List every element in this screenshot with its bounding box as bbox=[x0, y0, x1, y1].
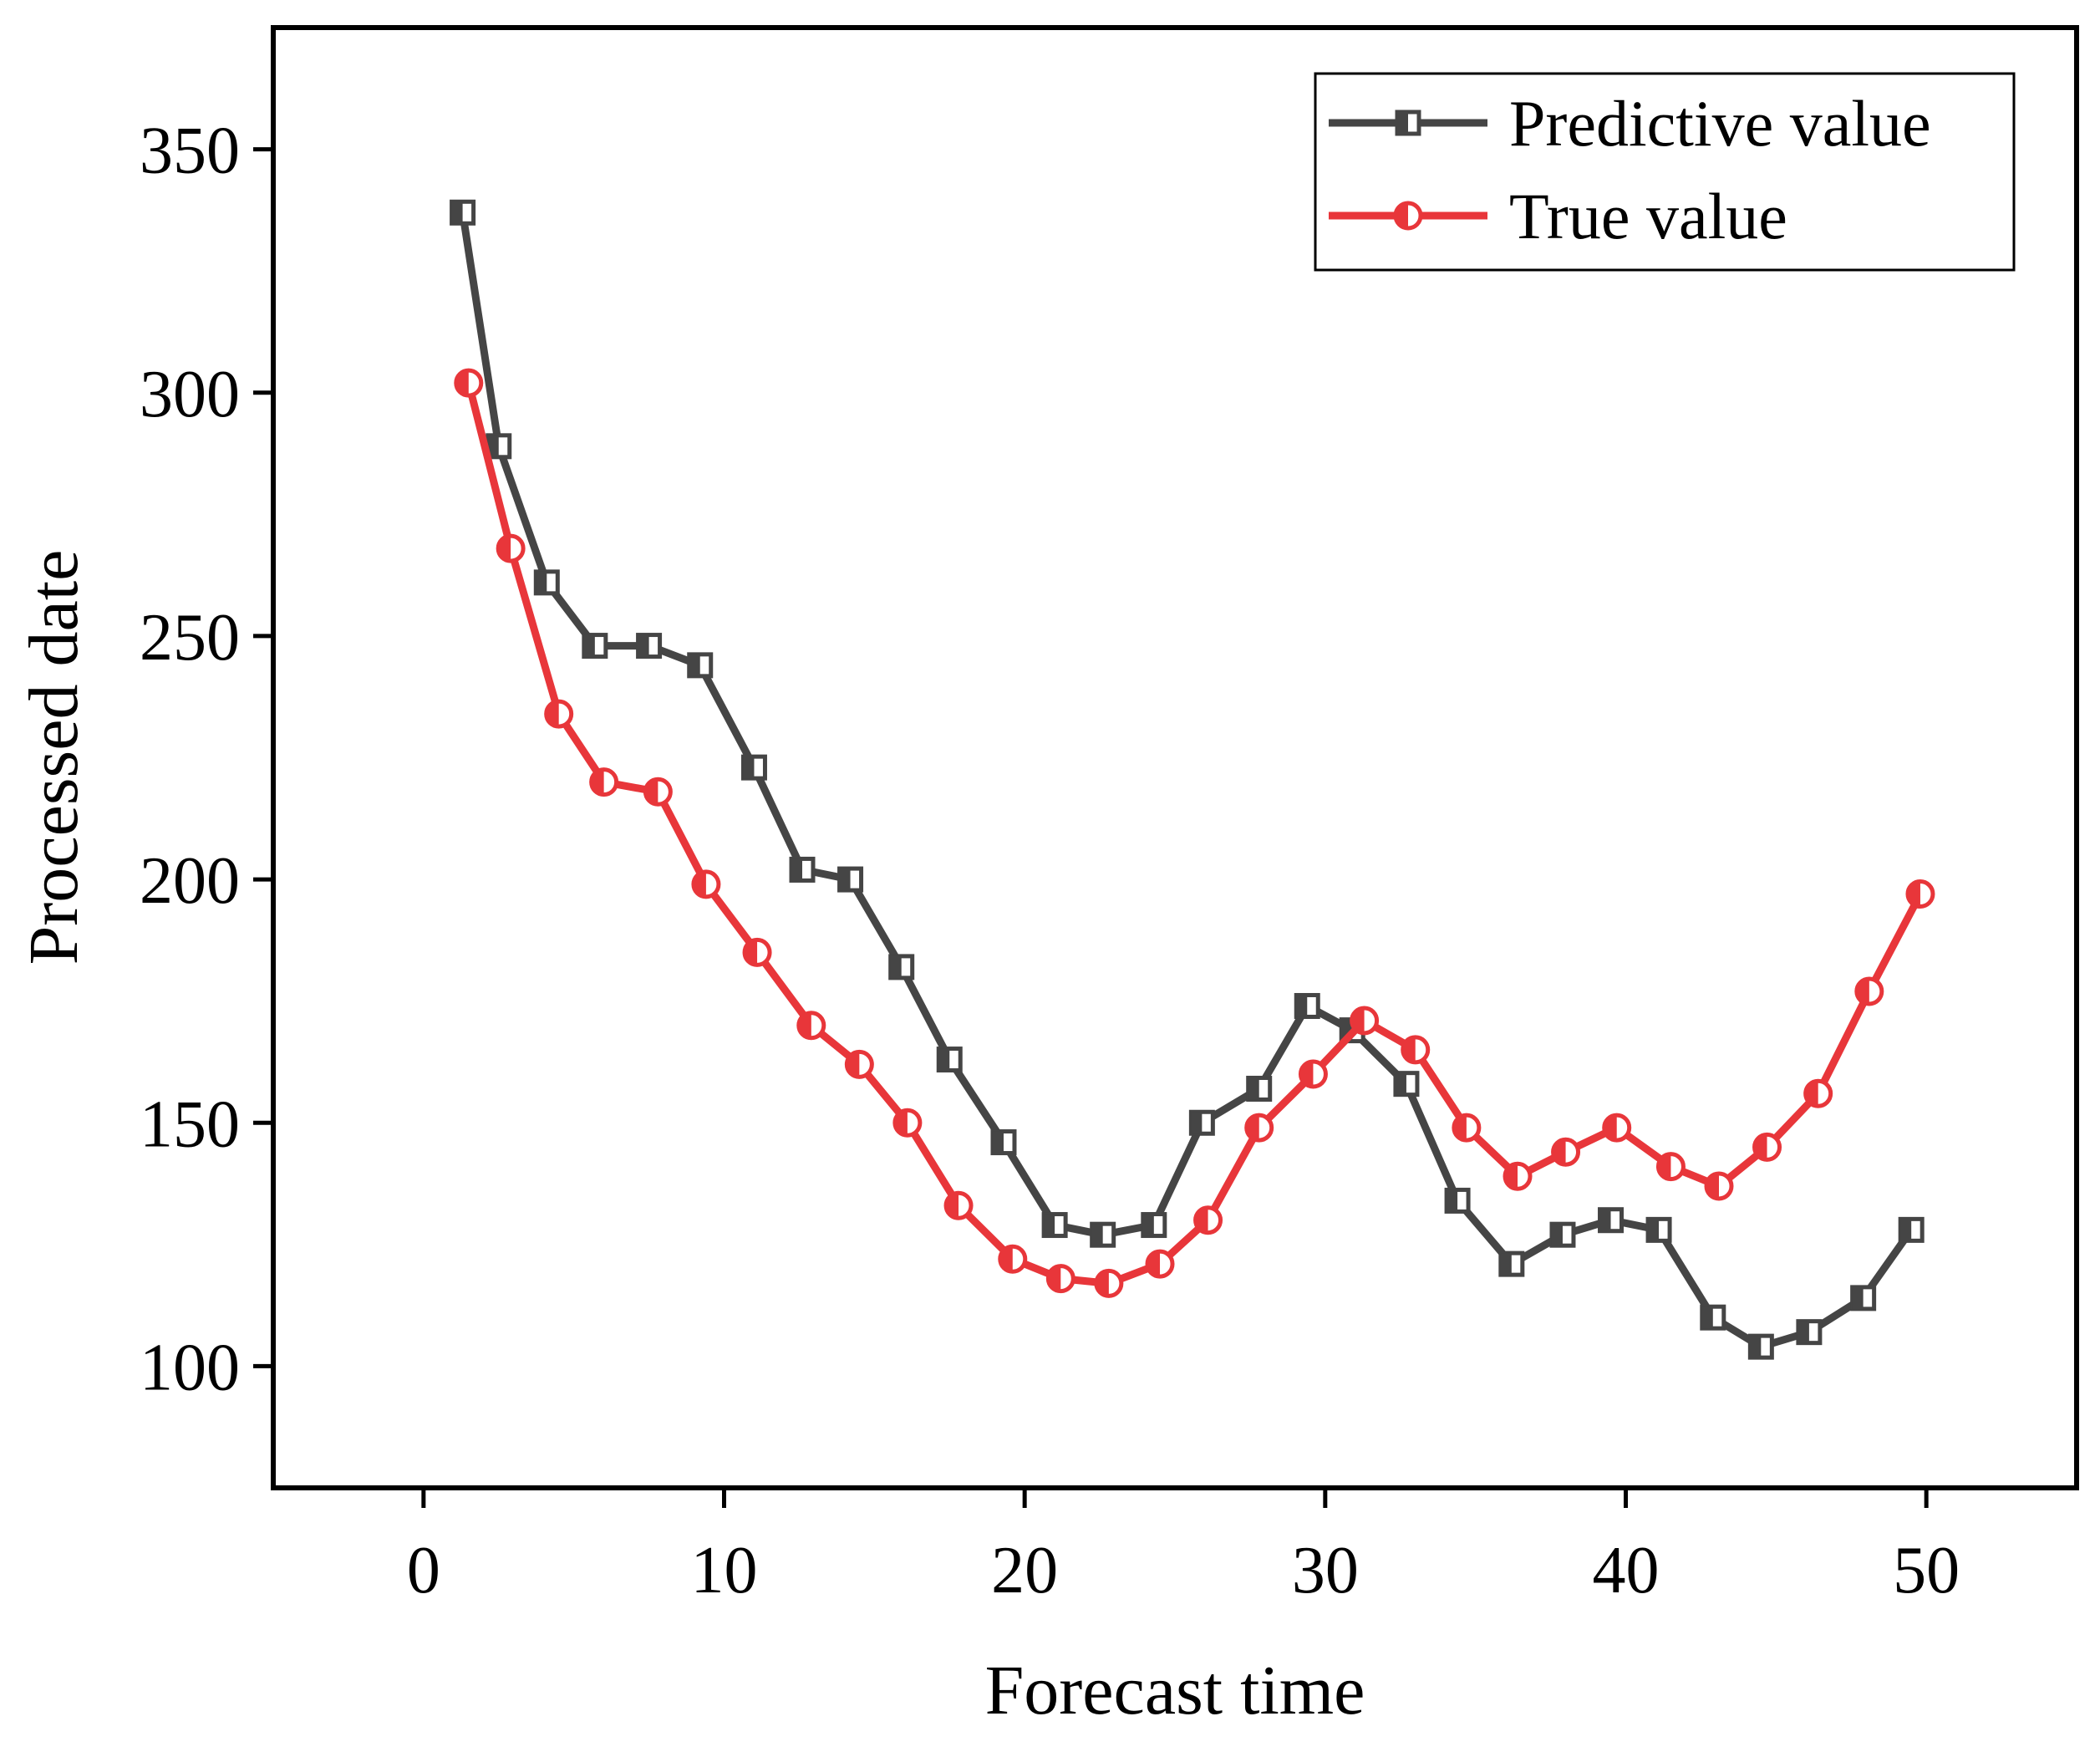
data-point bbox=[1393, 1071, 1420, 1098]
legend-item: True value bbox=[1329, 180, 1787, 252]
data-point bbox=[1041, 1212, 1068, 1239]
data-point bbox=[1294, 992, 1320, 1019]
data-point bbox=[1602, 1113, 1632, 1143]
data-point bbox=[1246, 1075, 1273, 1102]
data-point bbox=[1193, 1205, 1223, 1235]
data-point bbox=[1188, 1109, 1215, 1136]
data-point bbox=[892, 1108, 923, 1138]
data-point bbox=[742, 937, 772, 967]
data-point bbox=[1898, 1216, 1925, 1243]
data-point bbox=[450, 199, 476, 226]
y-tick-label: 100 bbox=[140, 1331, 240, 1404]
y-tick-label: 250 bbox=[140, 601, 240, 675]
data-point bbox=[486, 433, 512, 460]
x-axis-ticks: 0 10 20 30 40 50 bbox=[407, 1488, 1960, 1607]
data-point bbox=[454, 368, 484, 398]
data-point bbox=[1854, 976, 1884, 1006]
y-axis-label: Processed date bbox=[15, 550, 93, 965]
data-point bbox=[687, 652, 714, 679]
data-point bbox=[1244, 1113, 1274, 1143]
data-point bbox=[1752, 1132, 1782, 1162]
data-point bbox=[1655, 1152, 1686, 1182]
data-point bbox=[1090, 1221, 1116, 1248]
y-tick-label: 350 bbox=[140, 115, 240, 188]
x-tick-label: 0 bbox=[407, 1534, 440, 1607]
data-point bbox=[1498, 1250, 1525, 1277]
data-point bbox=[636, 633, 663, 660]
data-point bbox=[943, 1190, 974, 1220]
x-tick-label: 50 bbox=[1893, 1534, 1960, 1607]
x-tick-label: 40 bbox=[1593, 1534, 1660, 1607]
data-point bbox=[1401, 1035, 1431, 1065]
data-point bbox=[1704, 1171, 1734, 1201]
data-point bbox=[1094, 1268, 1124, 1298]
x-tick-label: 10 bbox=[691, 1534, 758, 1607]
y-axis-ticks: 100 150 200 250 300 350 bbox=[140, 115, 273, 1404]
data-point bbox=[1452, 1113, 1482, 1143]
data-point bbox=[544, 699, 574, 729]
data-point bbox=[990, 1129, 1017, 1156]
data-point bbox=[1598, 1207, 1625, 1234]
data-point bbox=[1645, 1216, 1672, 1243]
data-point bbox=[1045, 1264, 1075, 1294]
data-point bbox=[582, 633, 608, 660]
data-point bbox=[533, 569, 560, 596]
series-layer bbox=[450, 199, 1935, 1360]
x-tick-label: 20 bbox=[991, 1534, 1058, 1607]
y-tick-label: 300 bbox=[140, 358, 240, 431]
data-point bbox=[1796, 1319, 1823, 1346]
data-point bbox=[796, 1011, 826, 1041]
data-point bbox=[1803, 1078, 1833, 1108]
data-point bbox=[1551, 1137, 1581, 1167]
data-point bbox=[1747, 1333, 1774, 1360]
data-point bbox=[936, 1047, 963, 1073]
legend-label: Predictive value bbox=[1509, 87, 1931, 160]
data-point bbox=[1700, 1304, 1726, 1331]
data-point bbox=[1905, 879, 1935, 909]
data-point bbox=[589, 767, 619, 797]
data-point bbox=[1145, 1249, 1175, 1279]
y-tick-label: 150 bbox=[140, 1087, 240, 1161]
data-point bbox=[1298, 1059, 1328, 1089]
x-axis-label: Forecast time bbox=[985, 1652, 1365, 1729]
legend-swatch-marker bbox=[1393, 201, 1423, 231]
legend-label: True value bbox=[1509, 180, 1787, 252]
data-point bbox=[844, 1049, 874, 1079]
series-true-value bbox=[454, 368, 1935, 1298]
data-point bbox=[1141, 1212, 1167, 1239]
data-point bbox=[998, 1244, 1028, 1274]
data-point bbox=[496, 533, 526, 563]
data-point bbox=[837, 866, 864, 893]
legend-box bbox=[1314, 72, 2016, 272]
data-point bbox=[888, 954, 915, 980]
data-point bbox=[1850, 1285, 1877, 1311]
series-line bbox=[465, 379, 1925, 1287]
legend: Predictive value True value bbox=[1314, 72, 2016, 272]
data-point bbox=[643, 777, 673, 807]
x-tick-label: 30 bbox=[1292, 1534, 1359, 1607]
series-predictive-value bbox=[450, 199, 1925, 1360]
data-point bbox=[789, 856, 816, 883]
legend-swatch-marker bbox=[1395, 110, 1421, 136]
data-point bbox=[1444, 1187, 1471, 1214]
data-point bbox=[1549, 1221, 1576, 1248]
data-point bbox=[1503, 1161, 1533, 1191]
plot-area bbox=[271, 25, 2079, 1490]
data-point bbox=[740, 754, 767, 781]
legend-item: Predictive value bbox=[1329, 87, 1931, 160]
y-tick-label: 200 bbox=[140, 844, 240, 918]
data-point bbox=[691, 869, 721, 899]
data-point bbox=[1350, 1006, 1380, 1036]
